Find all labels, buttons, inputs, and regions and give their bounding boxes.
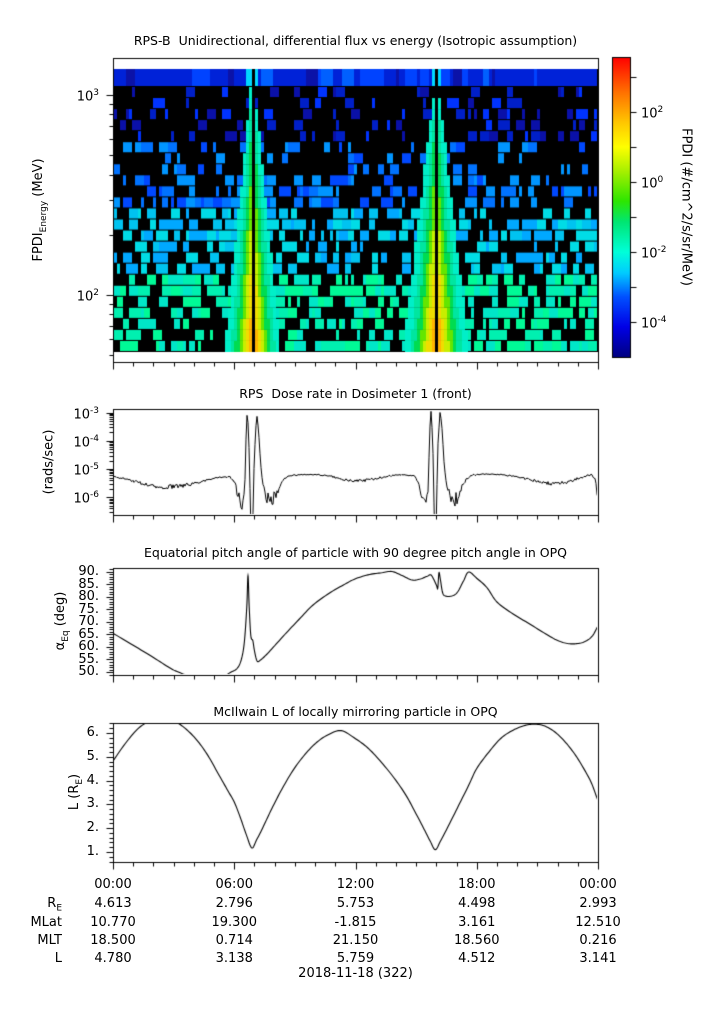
table-cell: 3.141 [579, 951, 617, 966]
axis-tick-label: 6. [86, 724, 99, 740]
x-axis-time-label: 12:00 [336, 877, 375, 892]
x-axis-time-label: 06:00 [215, 877, 253, 892]
table-cell: 3.161 [458, 915, 496, 930]
spectrogram-ylabel: FPDIEnergy (MeV) [31, 158, 49, 262]
table-row-label: RE [47, 896, 62, 914]
mcilwain-l-plot-canvas [101, 711, 610, 874]
dose-rate-plot-canvas [101, 397, 610, 527]
table-cell: 5.759 [336, 951, 375, 966]
axis-tick-label: 10-5 [73, 462, 99, 479]
axis-tick-label: 80. [78, 589, 99, 604]
table-row-label: L [54, 951, 62, 966]
axis-tick-label: 2. [86, 820, 99, 836]
table-cell: 18.560 [454, 933, 500, 948]
table-row-label: MLat [30, 915, 62, 930]
table-cell: 19.300 [211, 915, 258, 930]
table-cell: 4.498 [458, 896, 496, 911]
table-cell: 2.796 [215, 896, 253, 911]
table-cell: 4.613 [94, 896, 132, 911]
table-cell: -1.815 [334, 915, 377, 930]
x-axis-time-label: 18:00 [458, 877, 496, 892]
axis-tick-label: 10-4 [73, 433, 99, 451]
axis-tick-label: 102 [76, 288, 99, 305]
table-cell: 18.500 [90, 933, 136, 948]
colorbar-tick-label: 100 [641, 174, 664, 192]
axis-tick-label: 3. [86, 796, 99, 812]
colorbar-tick-label: 10-2 [641, 244, 667, 262]
axis-tick-label: 60. [78, 639, 99, 654]
pitch-angle-plot-canvas [101, 556, 610, 687]
table-cell: 5.753 [336, 896, 375, 911]
spectrogram-title: RPS-B Unidirectional, differential flux … [133, 33, 578, 48]
axis-tick-label: 50. [78, 664, 99, 679]
table-cell: 10.770 [90, 915, 136, 930]
table-cell: 3.138 [215, 951, 253, 966]
spectrogram-canvas [101, 46, 610, 374]
axis-tick-label: 4. [86, 772, 99, 788]
axis-tick-label: 10-3 [73, 405, 99, 422]
x-axis-time-label: 00:00 [94, 877, 132, 892]
colorbar-tick-label: 10-4 [641, 314, 667, 332]
table-cell: 21.150 [332, 933, 379, 948]
axis-tick-label: 55. [78, 651, 99, 667]
date-label: 2018-11-18 (322) [298, 966, 413, 981]
mcilwain-l-ylabel: L (RE) [67, 773, 85, 811]
colorbar-tick-label: 102 [641, 104, 664, 122]
axis-tick-label: 103 [76, 88, 99, 105]
table-cell: 0.216 [579, 933, 617, 948]
table-cell: 0.714 [215, 933, 253, 948]
axis-tick-label: 1. [86, 844, 99, 859]
axis-tick-label: 85. [78, 576, 99, 592]
table-cell: 4.780 [94, 951, 132, 966]
table-row-label: MLT [37, 933, 62, 948]
table-cell: 4.512 [458, 951, 496, 966]
pitch-angle-ylabel: αEq (deg) [53, 591, 71, 651]
colorbar-canvas [600, 45, 710, 375]
axis-tick-label: 90. [78, 564, 99, 579]
axis-tick-label: 75. [78, 601, 99, 617]
table-cell: 2.993 [579, 896, 617, 911]
axis-tick-label: 5. [86, 748, 99, 764]
axis-tick-label: 10-6 [73, 490, 99, 507]
x-axis-time-label: 00:00 [579, 877, 617, 892]
dose-rate-ylabel: (rads/sec) [41, 429, 57, 495]
table-cell: 12.510 [575, 915, 621, 930]
axis-tick-label: 70. [78, 614, 99, 629]
axis-tick-label: 65. [78, 626, 99, 642]
